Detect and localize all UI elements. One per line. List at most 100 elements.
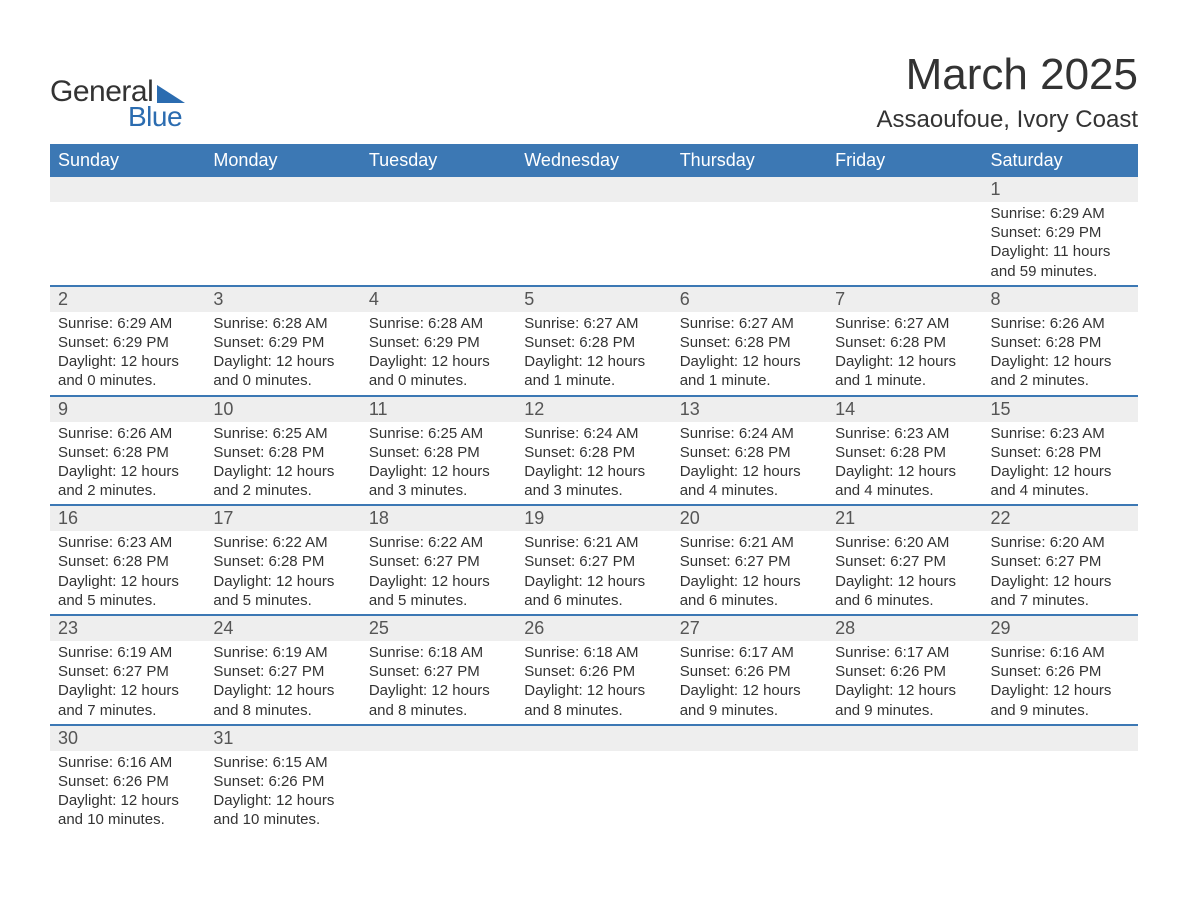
daylight-text-2: and 5 minutes. bbox=[58, 591, 197, 610]
daylight-text-1: Daylight: 12 hours bbox=[524, 681, 663, 700]
sunset-text: Sunset: 6:27 PM bbox=[369, 662, 508, 681]
sunset-text: Sunset: 6:29 PM bbox=[991, 223, 1130, 242]
calendar-week: 2345678Sunrise: 6:29 AMSunset: 6:29 PMDa… bbox=[50, 285, 1138, 395]
daylight-text-1: Daylight: 12 hours bbox=[58, 791, 197, 810]
day-number bbox=[827, 177, 982, 202]
sunrise-text: Sunrise: 6:26 AM bbox=[991, 314, 1130, 333]
day-cell bbox=[516, 751, 671, 834]
daylight-text-2: and 6 minutes. bbox=[835, 591, 974, 610]
daylight-text-1: Daylight: 12 hours bbox=[680, 462, 819, 481]
day-number: 2 bbox=[50, 287, 205, 312]
sunrise-text: Sunrise: 6:22 AM bbox=[369, 533, 508, 552]
sunrise-text: Sunrise: 6:23 AM bbox=[58, 533, 197, 552]
day-number: 18 bbox=[361, 506, 516, 531]
day-cell: Sunrise: 6:17 AMSunset: 6:26 PMDaylight:… bbox=[827, 641, 982, 724]
daylight-text-1: Daylight: 12 hours bbox=[58, 352, 197, 371]
day-cell: Sunrise: 6:29 AMSunset: 6:29 PMDaylight:… bbox=[50, 312, 205, 395]
daylight-text-2: and 10 minutes. bbox=[58, 810, 197, 829]
day-cell bbox=[672, 751, 827, 834]
day-cell: Sunrise: 6:19 AMSunset: 6:27 PMDaylight:… bbox=[205, 641, 360, 724]
sunrise-text: Sunrise: 6:26 AM bbox=[58, 424, 197, 443]
sunset-text: Sunset: 6:26 PM bbox=[524, 662, 663, 681]
day-cell: Sunrise: 6:19 AMSunset: 6:27 PMDaylight:… bbox=[50, 641, 205, 724]
daylight-text-2: and 4 minutes. bbox=[991, 481, 1130, 500]
title-block: March 2025 Assaoufoue, Ivory Coast bbox=[877, 50, 1138, 134]
day-cell: Sunrise: 6:24 AMSunset: 6:28 PMDaylight:… bbox=[672, 422, 827, 505]
day-cell: Sunrise: 6:18 AMSunset: 6:27 PMDaylight:… bbox=[361, 641, 516, 724]
daylight-text-2: and 4 minutes. bbox=[680, 481, 819, 500]
daylight-text-2: and 9 minutes. bbox=[680, 701, 819, 720]
daylight-text-1: Daylight: 12 hours bbox=[58, 681, 197, 700]
day-cell: Sunrise: 6:27 AMSunset: 6:28 PMDaylight:… bbox=[827, 312, 982, 395]
sunset-text: Sunset: 6:28 PM bbox=[835, 333, 974, 352]
sunset-text: Sunset: 6:28 PM bbox=[991, 443, 1130, 462]
daylight-text-2: and 59 minutes. bbox=[991, 262, 1130, 281]
sunrise-text: Sunrise: 6:20 AM bbox=[991, 533, 1130, 552]
day-cell: Sunrise: 6:23 AMSunset: 6:28 PMDaylight:… bbox=[50, 531, 205, 614]
daylight-text-1: Daylight: 12 hours bbox=[58, 572, 197, 591]
day-cell: Sunrise: 6:28 AMSunset: 6:29 PMDaylight:… bbox=[361, 312, 516, 395]
daylight-text-2: and 5 minutes. bbox=[213, 591, 352, 610]
day-number bbox=[516, 726, 671, 751]
sunset-text: Sunset: 6:28 PM bbox=[835, 443, 974, 462]
day-cell: Sunrise: 6:18 AMSunset: 6:26 PMDaylight:… bbox=[516, 641, 671, 724]
sunrise-text: Sunrise: 6:27 AM bbox=[680, 314, 819, 333]
sunrise-text: Sunrise: 6:18 AM bbox=[524, 643, 663, 662]
day-cell: Sunrise: 6:29 AMSunset: 6:29 PMDaylight:… bbox=[983, 202, 1138, 285]
daylight-text-1: Daylight: 12 hours bbox=[213, 681, 352, 700]
day-number: 26 bbox=[516, 616, 671, 641]
daylight-text-2: and 1 minute. bbox=[835, 371, 974, 390]
daylight-text-1: Daylight: 12 hours bbox=[991, 681, 1130, 700]
sunset-text: Sunset: 6:28 PM bbox=[680, 443, 819, 462]
daynum-row: 9101112131415 bbox=[50, 397, 1138, 422]
daylight-text-2: and 0 minutes. bbox=[213, 371, 352, 390]
sunset-text: Sunset: 6:28 PM bbox=[524, 333, 663, 352]
daylight-text-2: and 8 minutes. bbox=[369, 701, 508, 720]
sunrise-text: Sunrise: 6:20 AM bbox=[835, 533, 974, 552]
sunrise-text: Sunrise: 6:28 AM bbox=[369, 314, 508, 333]
daybody-row: Sunrise: 6:29 AMSunset: 6:29 PMDaylight:… bbox=[50, 312, 1138, 395]
sunset-text: Sunset: 6:28 PM bbox=[213, 552, 352, 571]
daylight-text-1: Daylight: 12 hours bbox=[369, 462, 508, 481]
daylight-text-2: and 5 minutes. bbox=[369, 591, 508, 610]
day-cell: Sunrise: 6:25 AMSunset: 6:28 PMDaylight:… bbox=[205, 422, 360, 505]
daylight-text-1: Daylight: 12 hours bbox=[524, 352, 663, 371]
daybody-row: Sunrise: 6:16 AMSunset: 6:26 PMDaylight:… bbox=[50, 751, 1138, 834]
day-number: 14 bbox=[827, 397, 982, 422]
sunset-text: Sunset: 6:28 PM bbox=[58, 443, 197, 462]
sunset-text: Sunset: 6:27 PM bbox=[213, 662, 352, 681]
day-cell: Sunrise: 6:28 AMSunset: 6:29 PMDaylight:… bbox=[205, 312, 360, 395]
daybody-row: Sunrise: 6:19 AMSunset: 6:27 PMDaylight:… bbox=[50, 641, 1138, 724]
daylight-text-1: Daylight: 12 hours bbox=[680, 681, 819, 700]
daylight-text-1: Daylight: 12 hours bbox=[835, 572, 974, 591]
daylight-text-2: and 7 minutes. bbox=[58, 701, 197, 720]
daylight-text-2: and 10 minutes. bbox=[213, 810, 352, 829]
sunset-text: Sunset: 6:27 PM bbox=[58, 662, 197, 681]
day-cell: Sunrise: 6:16 AMSunset: 6:26 PMDaylight:… bbox=[983, 641, 1138, 724]
daylight-text-2: and 8 minutes. bbox=[213, 701, 352, 720]
dayname-wednesday: Wednesday bbox=[516, 144, 671, 177]
daylight-text-2: and 7 minutes. bbox=[991, 591, 1130, 610]
daylight-text-1: Daylight: 12 hours bbox=[213, 462, 352, 481]
daynum-row: 3031 bbox=[50, 726, 1138, 751]
calendar-week: 16171819202122Sunrise: 6:23 AMSunset: 6:… bbox=[50, 504, 1138, 614]
daylight-text-1: Daylight: 12 hours bbox=[835, 352, 974, 371]
sunset-text: Sunset: 6:27 PM bbox=[524, 552, 663, 571]
day-cell bbox=[361, 751, 516, 834]
sunset-text: Sunset: 6:27 PM bbox=[991, 552, 1130, 571]
sunrise-text: Sunrise: 6:28 AM bbox=[213, 314, 352, 333]
calendar-week: 23242526272829Sunrise: 6:19 AMSunset: 6:… bbox=[50, 614, 1138, 724]
day-cell: Sunrise: 6:22 AMSunset: 6:27 PMDaylight:… bbox=[361, 531, 516, 614]
daynum-row: 2345678 bbox=[50, 287, 1138, 312]
sunset-text: Sunset: 6:28 PM bbox=[991, 333, 1130, 352]
day-cell: Sunrise: 6:27 AMSunset: 6:28 PMDaylight:… bbox=[516, 312, 671, 395]
day-cell: Sunrise: 6:22 AMSunset: 6:28 PMDaylight:… bbox=[205, 531, 360, 614]
daylight-text-1: Daylight: 12 hours bbox=[58, 462, 197, 481]
day-number: 10 bbox=[205, 397, 360, 422]
day-number: 25 bbox=[361, 616, 516, 641]
day-cell: Sunrise: 6:26 AMSunset: 6:28 PMDaylight:… bbox=[983, 312, 1138, 395]
sunset-text: Sunset: 6:26 PM bbox=[991, 662, 1130, 681]
sunrise-text: Sunrise: 6:27 AM bbox=[835, 314, 974, 333]
page-subtitle: Assaoufoue, Ivory Coast bbox=[877, 106, 1138, 134]
day-number: 12 bbox=[516, 397, 671, 422]
